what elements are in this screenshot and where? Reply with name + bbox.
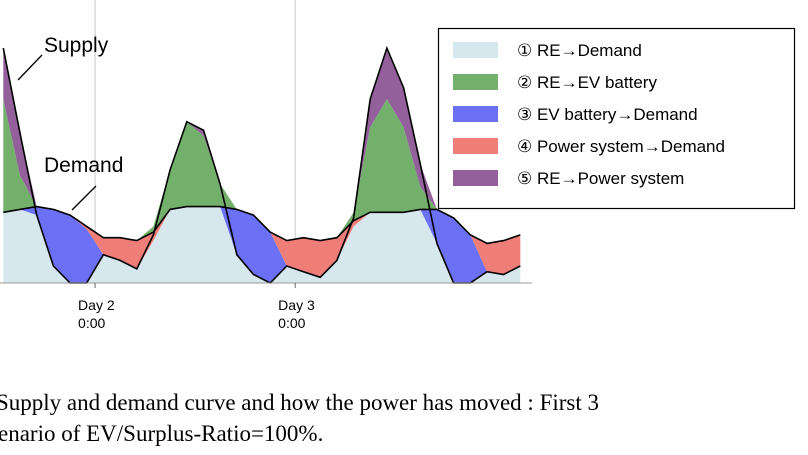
- leader-line: [17, 54, 43, 81]
- legend-swatch: [453, 138, 498, 154]
- annotation: Supply: [44, 34, 109, 57]
- legend-label: ⑤ RE→Power system: [517, 169, 684, 188]
- area: [3, 206, 521, 278]
- legend-label: ③ EV battery→Demand: [517, 105, 698, 124]
- legend: ① RE→Demand ② RE→EV battery ③ EV battery→D…: [453, 41, 725, 188]
- x-tick-label: Day 3 0:00: [278, 297, 315, 331]
- x-tick-label: Day 2 0:00: [78, 297, 115, 331]
- caption-line: Supply and demand curve and how the powe…: [0, 390, 599, 415]
- legend-swatch: [453, 42, 498, 58]
- legend-label: ② RE→EV battery: [517, 73, 657, 92]
- legend-swatch: [453, 106, 498, 122]
- legend-label: ④ Power system→Demand: [517, 137, 725, 156]
- area: [3, 99, 521, 244]
- leader-line: [71, 185, 97, 211]
- annotation: Demand: [44, 154, 123, 177]
- area: [3, 48, 521, 244]
- legend-swatch: [453, 74, 498, 90]
- plot: [0, 0, 532, 288]
- area: [3, 206, 521, 283]
- caption-line: enario of EV/Surplus-Ratio=100%.: [0, 421, 324, 446]
- demand-line: [3, 205, 521, 245]
- legend-swatch: [453, 170, 498, 186]
- supply-line: [2, 45, 521, 284]
- area: [3, 206, 521, 283]
- legend-label: ① RE→Demand: [517, 41, 642, 60]
